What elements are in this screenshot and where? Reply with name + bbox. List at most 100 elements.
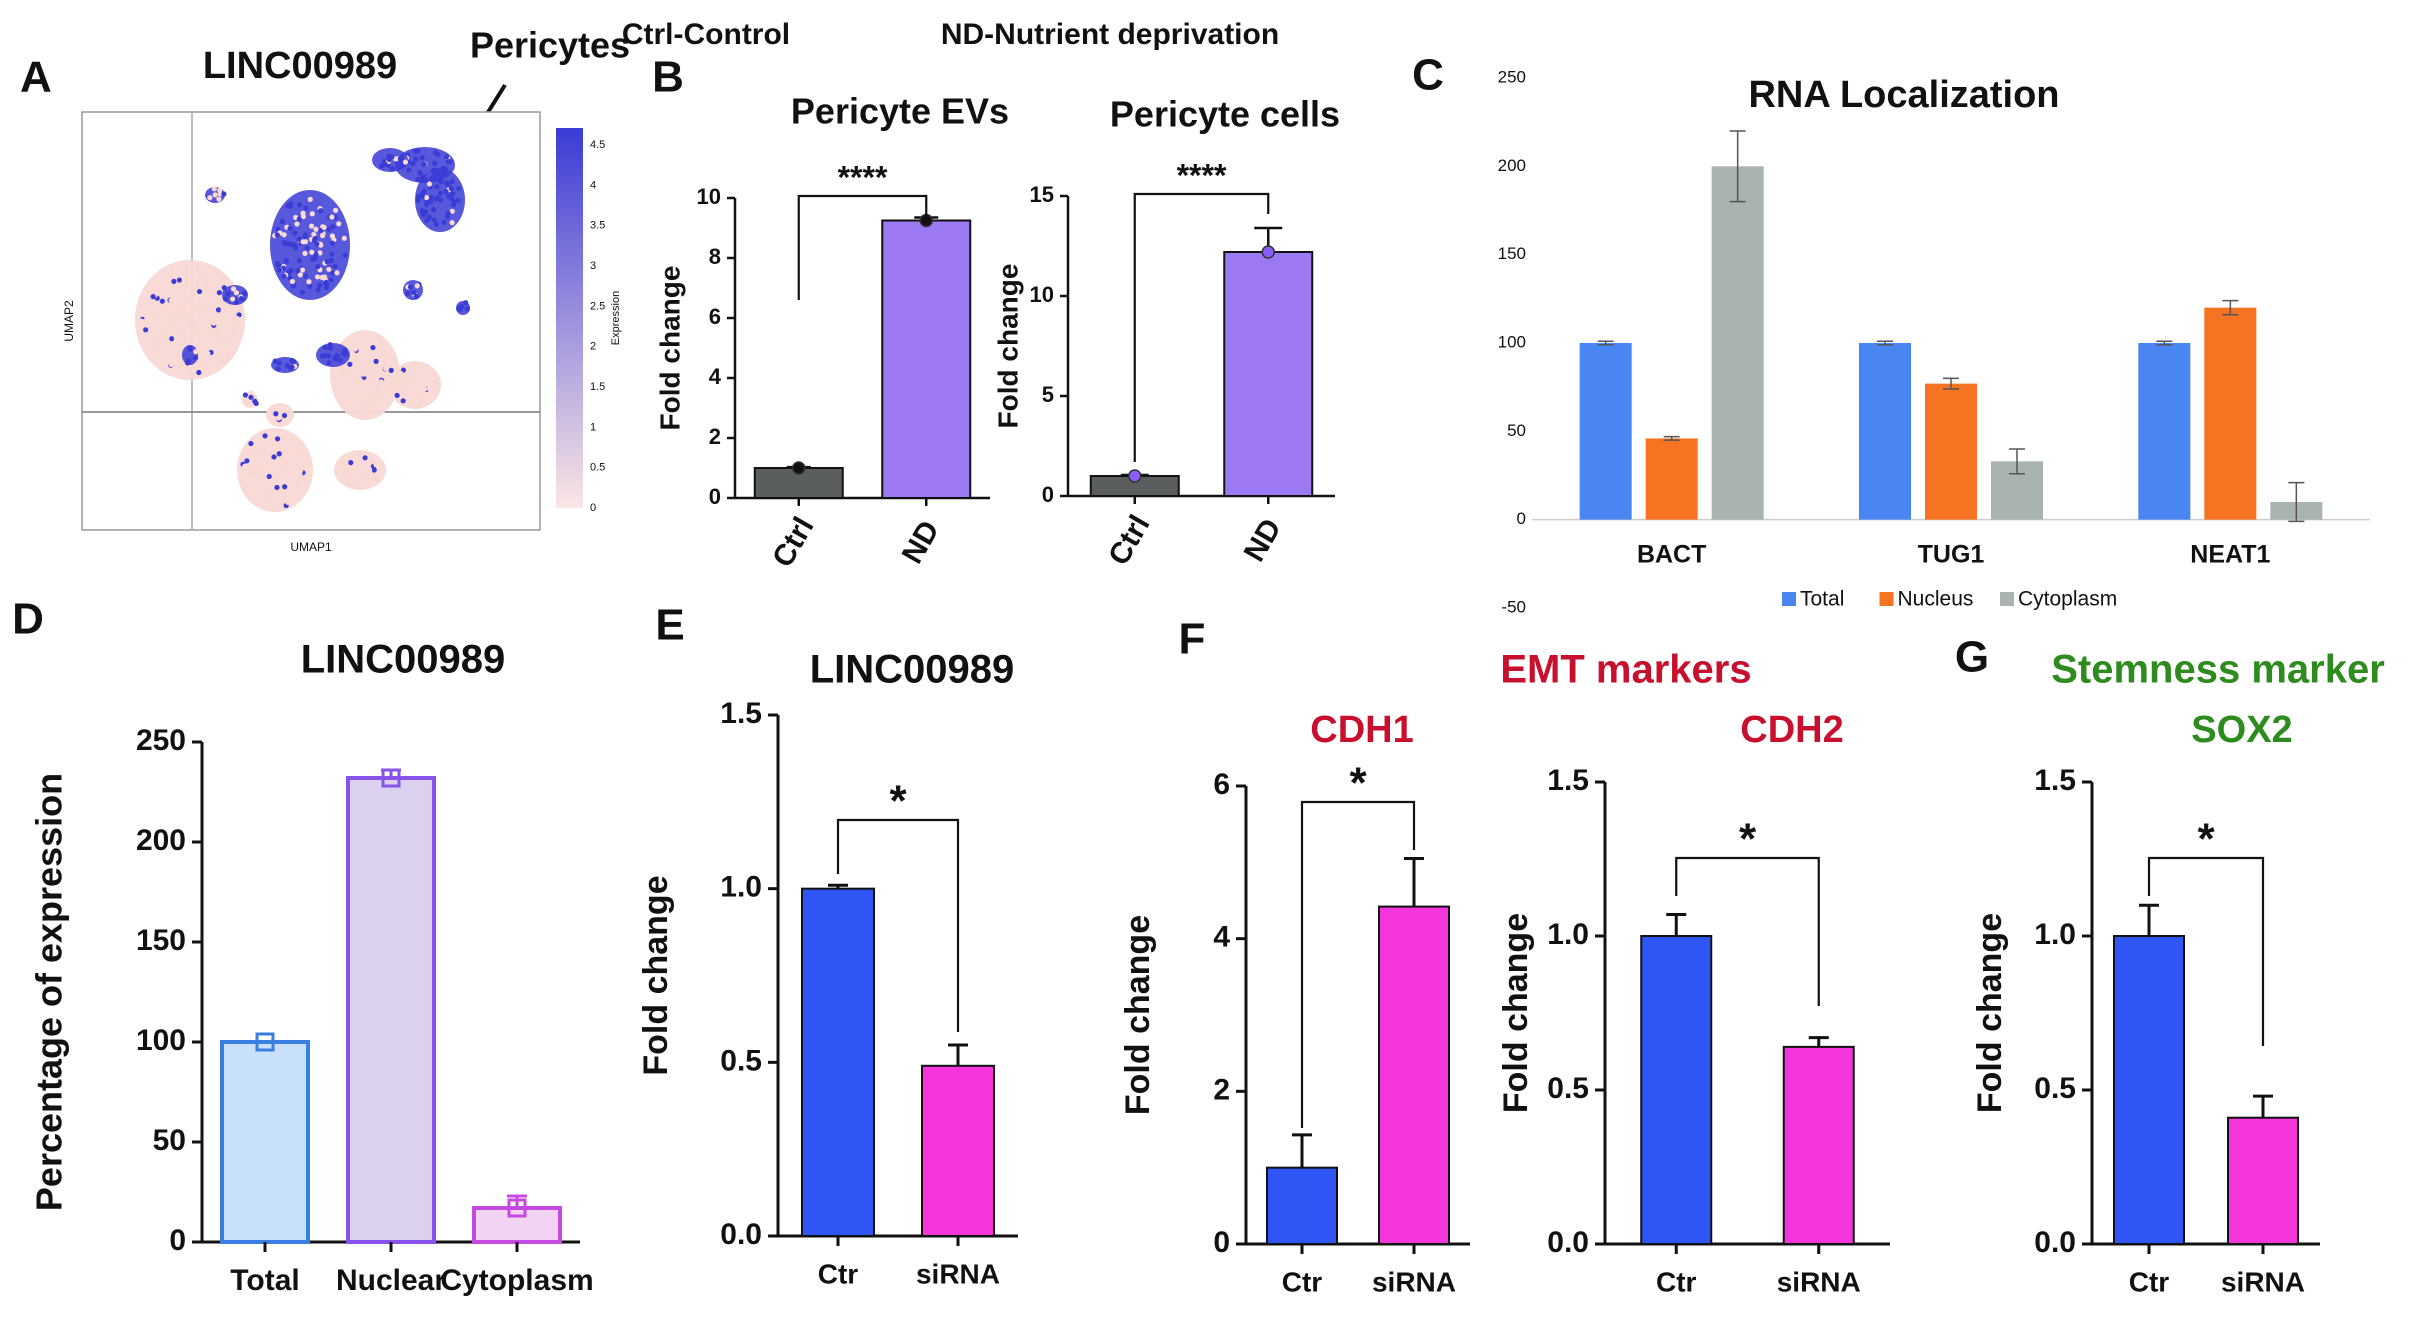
umap-cell-dot: [302, 250, 308, 256]
umap-cell-dot: [328, 277, 334, 283]
bar: [220, 1040, 310, 1244]
umap-cell-dot: [276, 267, 283, 273]
umap-cell-dot: [378, 379, 384, 385]
umap-cell-dot: [247, 398, 253, 404]
umap-cell-dot: [173, 300, 179, 306]
umap-cell-dot: [211, 186, 217, 192]
x-tick-label: siRNA: [1777, 1266, 1861, 1297]
umap-cell-dot: [300, 213, 307, 220]
umap-cell-dot: [423, 202, 430, 208]
umap-cell-dot: [337, 393, 344, 399]
umap-cell-dot: [427, 395, 433, 401]
colorbar-tick-label: 3: [590, 260, 596, 272]
umap-cell-dot: [205, 332, 211, 338]
umap-cell-dot: [322, 344, 328, 351]
data-point: [792, 461, 806, 475]
umap-cell-dot: [190, 323, 196, 329]
umap-cell-dot: [356, 478, 363, 484]
significance-label: *: [1739, 815, 1757, 864]
umap-cell-dot: [148, 324, 154, 330]
umap-cell-dot: [169, 331, 176, 338]
umap-cell-dot: [369, 400, 375, 406]
umap-cell-dot: [213, 340, 219, 346]
umap-cell-dot: [215, 307, 222, 313]
umap-cell-dot: [185, 360, 191, 366]
umap-cell-dot: [152, 342, 158, 348]
umap-cell-dot: [258, 476, 264, 482]
umap-cell-dot: [267, 492, 273, 499]
umap-cell-dot: [266, 467, 272, 473]
colorbar-tick-label: 3.5: [590, 220, 605, 232]
bar: [1925, 383, 1977, 520]
umap-cell-dot: [233, 290, 240, 296]
umap-cell-dot: [315, 287, 321, 293]
colorbar-tick-label: 1.5: [590, 381, 605, 393]
umap-cell-dot: [300, 239, 306, 245]
data-point-marker: [255, 1032, 275, 1052]
umap-cell-dot: [251, 446, 258, 452]
y-tick-label: 0.5: [1547, 1072, 1589, 1105]
umap-cell-dot: [351, 345, 358, 351]
chart-title: Pericyte EVs: [791, 91, 1009, 132]
chart-E: 0.0 0.5 1.0 1.5 Ctr siRNA * LINC00989 Fold chang…: [637, 648, 1018, 1289]
chart-title: RNA Localization: [1748, 74, 2059, 116]
umap-cell-dot: [309, 249, 315, 255]
umap-cell-dot: [299, 267, 306, 273]
umap-cell-dot: [262, 493, 269, 499]
y-tick-label: 1.5: [2034, 764, 2076, 797]
umap-cell-dot: [155, 345, 161, 351]
bar: [921, 1064, 995, 1237]
umap-cell-dot: [248, 394, 254, 400]
umap-cell-dot: [449, 220, 455, 226]
umap-cell-dot: [373, 462, 379, 468]
umap-cell-dot: [215, 297, 222, 303]
colorbar-tick-label: 2.5: [590, 300, 605, 312]
umap-cell-dot: [259, 447, 265, 453]
y-tick-label: 6: [1213, 768, 1230, 801]
umap-cell-dot: [211, 320, 217, 326]
umap-cell-dot: [241, 290, 248, 297]
umap-cell-dot: [347, 361, 353, 367]
umap-cell-dot: [188, 367, 194, 373]
umap-cell-dot: [338, 357, 344, 363]
umap-cell-dot: [360, 399, 366, 406]
y-axis-label: Fold change: [637, 875, 675, 1075]
umap-cell-dot: [445, 182, 451, 188]
umap-cell-dot: [274, 436, 281, 442]
umap-cell-dot: [162, 357, 168, 363]
umap-cell-dot: [307, 283, 313, 289]
umap-cell-dot: [254, 499, 260, 505]
umap-cell-dot: [211, 300, 217, 307]
umap-cell-dot: [265, 487, 271, 493]
umap-cell-dot: [456, 185, 462, 192]
umap-cell-dot: [199, 318, 206, 325]
umap-cell-dot: [317, 282, 323, 288]
umap-cell-dot: [253, 400, 259, 407]
umap-cell-dot: [369, 390, 375, 396]
umap-cell-dot: [458, 303, 465, 309]
umap-cell-dot: [212, 192, 218, 198]
umap-cell-dot: [277, 488, 283, 494]
umap-cells: [135, 147, 470, 512]
umap-cell-dot: [314, 274, 321, 280]
umap-cell-dot: [353, 484, 359, 490]
umap-cell-dot: [338, 460, 344, 466]
y-tick-label: 1.5: [720, 697, 762, 730]
umap-cell-dot: [405, 290, 411, 296]
umap-cell-dot: [319, 353, 325, 359]
umap-cell-dot: [317, 250, 323, 256]
umap-cell-dot: [296, 202, 303, 208]
umap-cell-dot: [166, 272, 172, 278]
umap-cell-dot: [434, 184, 440, 190]
umap-cell-dot: [160, 318, 166, 324]
umap-annotation: Pericytes: [470, 25, 630, 66]
umap-cell-dot: [371, 351, 377, 358]
panel-letter: G: [1955, 633, 1989, 682]
umap-cell-dot: [353, 391, 359, 397]
umap-cell-dot: [278, 437, 285, 444]
umap-cell-dot: [375, 391, 381, 397]
y-tick-label: 1.0: [1547, 918, 1589, 951]
y-tick-label: 0: [1517, 509, 1526, 528]
x-tick-label: TUG1: [1918, 541, 1985, 569]
umap-cell-dot: [443, 188, 449, 195]
